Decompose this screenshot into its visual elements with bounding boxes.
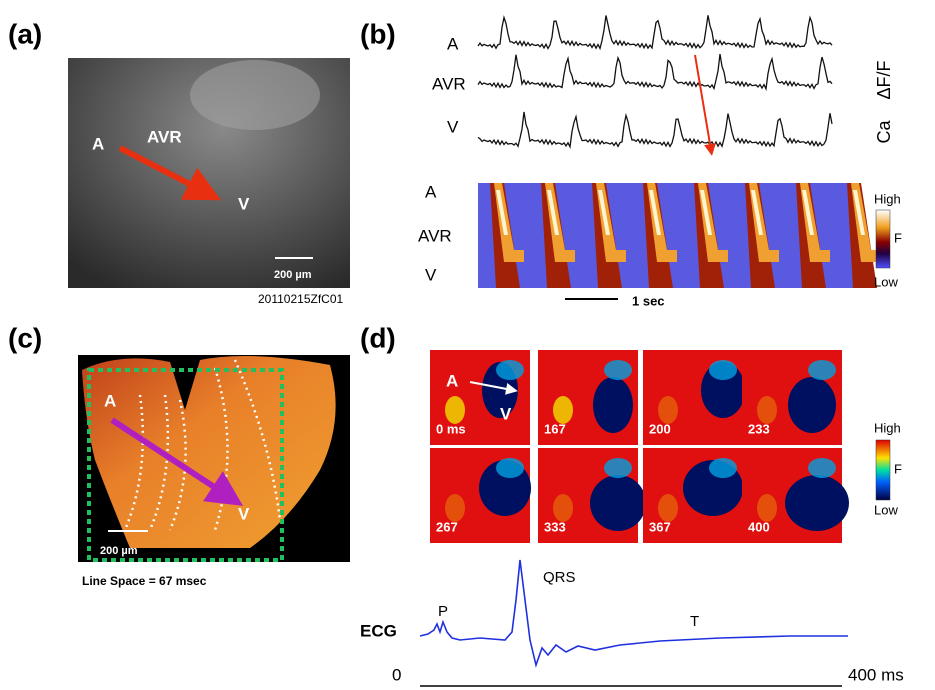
frame-blob (709, 360, 737, 380)
heatmap-band (751, 190, 763, 235)
ecg-trace (419, 559, 848, 668)
trace (477, 111, 833, 149)
axis-start: 0 (392, 665, 401, 684)
scale-label: 200 µm (100, 545, 138, 557)
unit: ΔF/F (874, 60, 894, 99)
heatmap-label: V (425, 265, 437, 284)
arrow (110, 417, 244, 506)
time-label: 1 sec (632, 293, 665, 308)
caption: Line Space = 67 msec (82, 574, 207, 588)
trace-label: V (447, 117, 459, 136)
frame-blob (593, 377, 633, 433)
activation-map (82, 356, 336, 548)
frame-label: 200 (649, 421, 671, 436)
marker: A (446, 371, 458, 390)
frame-blob (445, 494, 465, 522)
axis-end: 400 ms (848, 665, 904, 684)
frame-label: 367 (649, 519, 671, 534)
roi-box (87, 368, 284, 562)
ecg-wave: QRS (543, 569, 576, 586)
heatmap-band (496, 190, 508, 235)
frame-blob (658, 396, 678, 424)
heatmap-label: AVR (418, 226, 452, 245)
frame-blob (757, 494, 777, 522)
colorbar (875, 209, 891, 269)
heatmap-label: A (425, 182, 437, 201)
image-id: 20110215ZfC01 (258, 292, 344, 306)
frame-blob (808, 458, 836, 478)
ecg-label: ECG (360, 621, 397, 640)
marker: V (238, 504, 250, 523)
heatmap-band (802, 190, 814, 235)
frame-blob (496, 360, 524, 380)
ecg-wave: P (438, 603, 448, 620)
panel-label: (d) (360, 322, 396, 353)
heart-region (190, 60, 320, 130)
signal: Ca (874, 120, 894, 144)
colorbar-low: Low (874, 502, 898, 517)
colorbar (875, 439, 891, 501)
ecg-wave: T (690, 613, 699, 630)
frame-label: 233 (748, 421, 770, 436)
frame-blob (604, 360, 632, 380)
marker: V (238, 194, 250, 213)
marker: AVR (147, 127, 182, 146)
frame-blob (757, 396, 777, 424)
colorbar-high: High (874, 191, 901, 206)
frame-blob (553, 396, 573, 424)
scale-label: 200 µm (274, 269, 312, 281)
frame-blob (604, 458, 632, 478)
colorbar-low: Low (874, 274, 898, 289)
colorbar-mid: F (894, 230, 902, 245)
frame-label: 267 (436, 519, 458, 534)
arrow (694, 54, 716, 156)
heatmap-band (649, 190, 661, 235)
heatmap-band (700, 190, 712, 235)
panel-label: (a) (8, 18, 42, 49)
marker: V (500, 404, 512, 423)
frame-label: 0 ms (436, 421, 466, 436)
heatmap-band (598, 190, 610, 235)
frame-label: 333 (544, 519, 566, 534)
panel-label: (c) (8, 322, 42, 353)
colorbar-high: High (874, 420, 901, 435)
frame-blob (496, 458, 524, 478)
panel-label: (b) (360, 18, 396, 49)
trace (477, 53, 833, 92)
frame-blob (709, 458, 737, 478)
frame-label: 167 (544, 421, 566, 436)
frame-blob (658, 494, 678, 522)
marker: A (92, 134, 104, 153)
heatmap-band (853, 190, 865, 235)
trace-label: A (447, 34, 459, 53)
arrow (469, 381, 518, 395)
trace (477, 14, 833, 51)
frame-blob (788, 377, 836, 433)
frame-blob (785, 475, 849, 531)
arrow (118, 145, 221, 201)
marker: A (104, 391, 116, 410)
frame-blob (553, 494, 573, 522)
frame-label: 400 (748, 519, 770, 534)
frame-blob (445, 396, 465, 424)
trace-label: AVR (432, 74, 466, 93)
frame-blob (808, 360, 836, 380)
heatmap-band (547, 190, 559, 235)
colorbar-mid: F (894, 461, 902, 476)
frame-blob (590, 475, 646, 531)
